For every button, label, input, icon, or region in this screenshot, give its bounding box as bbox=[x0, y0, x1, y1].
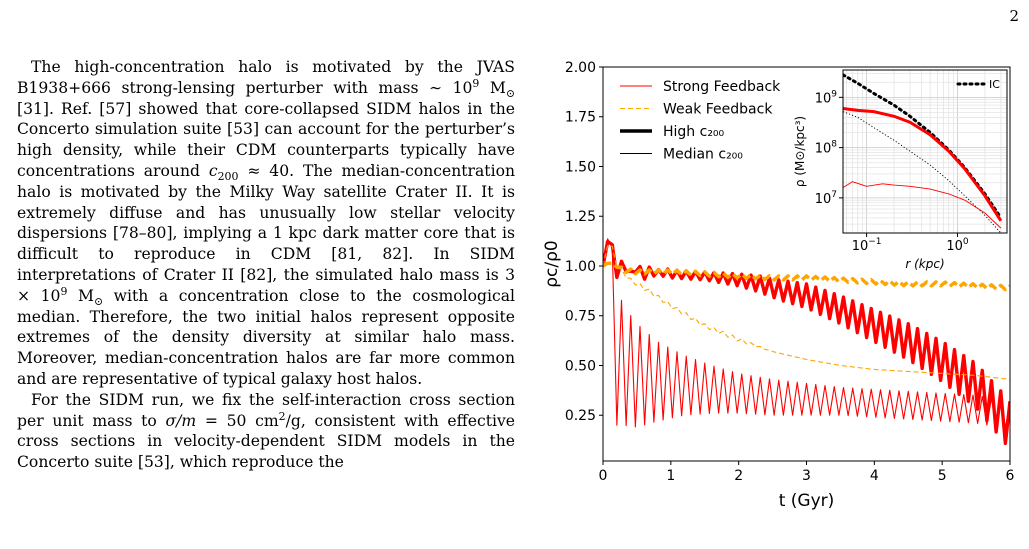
y-tick-label: 0.75 bbox=[565, 309, 596, 325]
inset-x-axis-label: r (kpc) bbox=[905, 257, 944, 271]
y-axis-label: ρc/ρ0 bbox=[542, 240, 562, 287]
main-plot: 0 1 2 3 4 5 6 0.25 0.50 0.75 1.00 1.25 1.50 1.75 2.00 t… bbox=[542, 60, 1015, 511]
inset-line-4 bbox=[843, 181, 1002, 229]
legend-label: Strong Feedback bbox=[663, 79, 781, 95]
page-number: 2 bbox=[1009, 7, 1019, 25]
x-tick-label: 4 bbox=[870, 468, 879, 484]
inset-x-tick-label: 100 bbox=[946, 237, 969, 254]
legend-label: Weak Feedback bbox=[663, 102, 773, 118]
x-tick-label: 1 bbox=[666, 468, 675, 484]
inset-frame bbox=[842, 69, 1008, 234]
x-tick-label: 2 bbox=[734, 468, 743, 484]
series-line-4 bbox=[603, 245, 1010, 380]
y-tick-label: 1.50 bbox=[565, 159, 596, 175]
y-tick-label: 2.00 bbox=[565, 60, 596, 76]
series-line-1 bbox=[603, 239, 1010, 446]
body-text: The high-concentration halo is motivated… bbox=[17, 57, 515, 473]
x-tick-label: 6 bbox=[1006, 468, 1015, 484]
y-tick-label: 1.75 bbox=[565, 110, 596, 126]
inset-grid bbox=[843, 70, 1007, 233]
x-tick-label: 3 bbox=[802, 468, 811, 484]
y-tick-label: 1.25 bbox=[565, 209, 596, 225]
y-tick-label: 0.25 bbox=[565, 408, 596, 424]
legend-label: High c₂₀₀ bbox=[663, 124, 725, 140]
legend: Strong Feedback Weak Feedback High c₂₀₀ Med… bbox=[620, 79, 781, 163]
inset-y-tick-label: 109 bbox=[815, 89, 838, 106]
inset-line-3 bbox=[843, 111, 1002, 233]
inset-y-tick-label: 108 bbox=[815, 140, 838, 157]
x-axis-label: t (Gyr) bbox=[779, 491, 835, 511]
inset-x-tick-label: 10−1 bbox=[852, 237, 882, 254]
y-tick-label: 0.50 bbox=[565, 358, 596, 374]
series-line-3 bbox=[603, 261, 1010, 292]
inset-line-2 bbox=[843, 107, 1003, 222]
inset-y-axis-label: ρ (M⊙/kpc³) bbox=[793, 116, 807, 187]
inset-plot: 10−1 100 107 108 109 r (kpc) ρ (M⊙/kpc³) IC bbox=[793, 69, 1008, 271]
paragraph-2: For the SIDM run, we fix the self-intera… bbox=[17, 390, 515, 472]
legend-label: Median c₂₀₀ bbox=[663, 147, 743, 163]
x-tick-label: 5 bbox=[938, 468, 947, 484]
series-line-2 bbox=[603, 238, 1010, 429]
inset-series bbox=[843, 73, 1003, 233]
inset-y-tick-label: 107 bbox=[815, 190, 837, 207]
x-tick-label: 0 bbox=[599, 468, 608, 484]
inset-background bbox=[843, 70, 1007, 233]
y-tick-label: 1.00 bbox=[565, 259, 596, 275]
paragraph-1: The high-concentration halo is motivated… bbox=[17, 58, 515, 388]
main-series bbox=[603, 238, 1010, 446]
inset-legend-label: IC bbox=[989, 78, 1000, 91]
